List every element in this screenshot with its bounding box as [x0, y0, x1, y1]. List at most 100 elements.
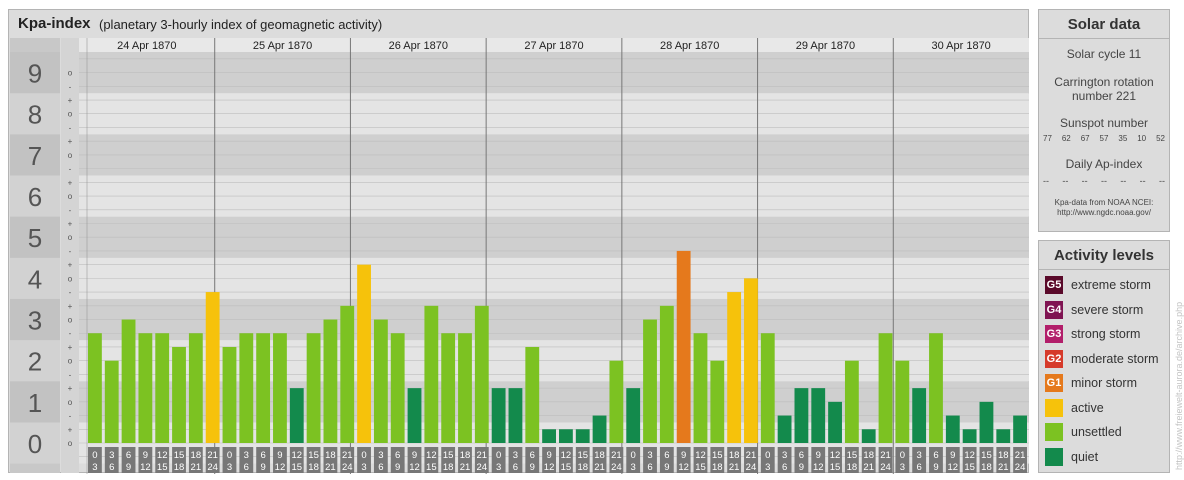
interval-label-bg	[912, 447, 927, 473]
day-label: 30 Apr 1870	[931, 40, 990, 52]
interval-end-label: 3	[92, 462, 97, 473]
interval-label-bg	[491, 447, 506, 473]
interval-start-label: 12	[426, 450, 437, 461]
y-submark: +	[68, 137, 73, 146]
kp-bar	[559, 429, 573, 443]
interval-start-label: 9	[950, 450, 955, 461]
kp-bar	[643, 319, 657, 443]
sunspot-value: 10	[1137, 134, 1147, 143]
interval-label-bg	[222, 447, 237, 473]
ap-value: --	[1158, 176, 1165, 186]
solar-data-panel: Solar data Solar cycle 11 Carrington rot…	[1038, 9, 1170, 232]
interval-label-bg	[508, 447, 523, 473]
interval-start-label: 21	[1015, 450, 1026, 461]
y-tick-label: 5	[28, 223, 42, 253]
legend-swatch: G1	[1045, 374, 1063, 392]
interval-end-label: 18	[577, 462, 588, 473]
y-submark: -	[69, 412, 72, 421]
legend-label: quiet	[1071, 449, 1099, 464]
ap-value: --	[1081, 176, 1088, 186]
interval-label-bg	[861, 447, 876, 473]
interval-end-label: 9	[664, 462, 669, 473]
interval-end-label: 21	[863, 462, 874, 473]
interval-end-label: 12	[678, 462, 689, 473]
y-submark: -	[69, 247, 72, 256]
source-line-2: http://www.ngdc.noaa.gov/	[1057, 208, 1151, 217]
kp-bar	[962, 429, 977, 443]
interval-start-label: 0	[227, 450, 232, 461]
kp-bar	[979, 401, 994, 443]
interval-end-label: 12	[140, 462, 151, 473]
chart-title: Kpa-index	[18, 15, 91, 32]
y-submark: o	[68, 316, 73, 325]
kp-bar	[340, 305, 355, 443]
activity-levels-title: Activity levels	[1039, 241, 1169, 270]
interval-start-label: 0	[631, 450, 636, 461]
interval-start-label: 0	[900, 450, 905, 461]
y-submark: -	[69, 165, 72, 174]
interval-start-label: 12	[695, 450, 706, 461]
y-submark: +	[68, 261, 73, 270]
kp-bar	[155, 333, 170, 443]
legend-swatch	[1045, 447, 1063, 466]
interval-label-bg	[727, 447, 742, 473]
y-submark: o	[68, 357, 73, 366]
day-label: 24 Apr 1870	[117, 40, 176, 52]
kp-bar	[912, 388, 927, 443]
y-submark: -	[69, 123, 72, 132]
interval-end-label: 9	[126, 462, 131, 473]
solar-data-title: Solar data	[1039, 10, 1169, 39]
interval-start-label: 6	[530, 450, 535, 461]
interval-end-label: 6	[647, 462, 652, 473]
sunspot-value: 35	[1118, 134, 1128, 143]
y-tick-label: 8	[28, 100, 42, 130]
legend-label: minor storm	[1071, 376, 1137, 390]
interval-end-label: 12	[813, 462, 824, 473]
legend-label: extreme storm	[1071, 278, 1151, 292]
interval-end-label: 9	[799, 462, 804, 473]
kp-bar	[88, 333, 102, 443]
interval-label-bg	[424, 447, 439, 473]
kp-bar	[693, 333, 708, 443]
interval-start-label: 18	[325, 450, 336, 461]
interval-label-bg	[104, 447, 119, 473]
y-submark: -	[69, 370, 72, 379]
day-label: 27 Apr 1870	[524, 40, 583, 52]
interval-label-bg	[794, 447, 809, 473]
y-submark-column	[61, 38, 79, 473]
interval-end-label: 24	[611, 462, 622, 473]
interval-start-label: 0	[361, 450, 366, 461]
interval-start-label: 21	[207, 450, 218, 461]
legend-label: active	[1071, 400, 1104, 415]
interval-start-label: 6	[260, 450, 265, 461]
y-submark: -	[69, 288, 72, 297]
y-band-label-bg	[10, 422, 60, 464]
kp-bar	[878, 333, 893, 443]
interval-label-bg	[626, 447, 641, 473]
y-band-label-bg	[10, 134, 60, 176]
y-band-label-bg	[10, 340, 60, 382]
y-submark: o	[68, 192, 73, 201]
interval-label-bg	[441, 447, 456, 473]
interval-start-label: 9	[816, 450, 821, 461]
interval-start-label: 3	[647, 450, 652, 461]
kpa-chart-panel: 0 o +1 - o +2 - o +3 - o +4 - o +5 - o +6 - o +7 - o +8 - o +9 - o 24…	[8, 9, 1029, 474]
y-tick-label: 4	[28, 264, 42, 294]
interval-label-bg	[340, 447, 355, 473]
y-submark: -	[69, 206, 72, 215]
chart-title-bar: Kpa-index (planetary 3-hourly index of g…	[9, 10, 1028, 38]
interval-label-bg	[710, 447, 725, 473]
kp-bar	[172, 346, 186, 443]
y-submark: -	[69, 82, 72, 91]
interval-label-bg	[659, 447, 674, 473]
y-submark: +	[68, 96, 73, 105]
interval-label-bg	[760, 447, 775, 473]
legend-label: severe storm	[1071, 302, 1144, 317]
interval-end-label: 9	[395, 462, 400, 473]
interval-end-label: 12	[275, 462, 286, 473]
interval-label-bg	[777, 447, 792, 473]
interval-label-bg	[205, 447, 220, 473]
ap-value: --	[1120, 176, 1127, 186]
interval-start-label: 18	[191, 450, 202, 461]
interval-end-label: 3	[361, 462, 366, 473]
